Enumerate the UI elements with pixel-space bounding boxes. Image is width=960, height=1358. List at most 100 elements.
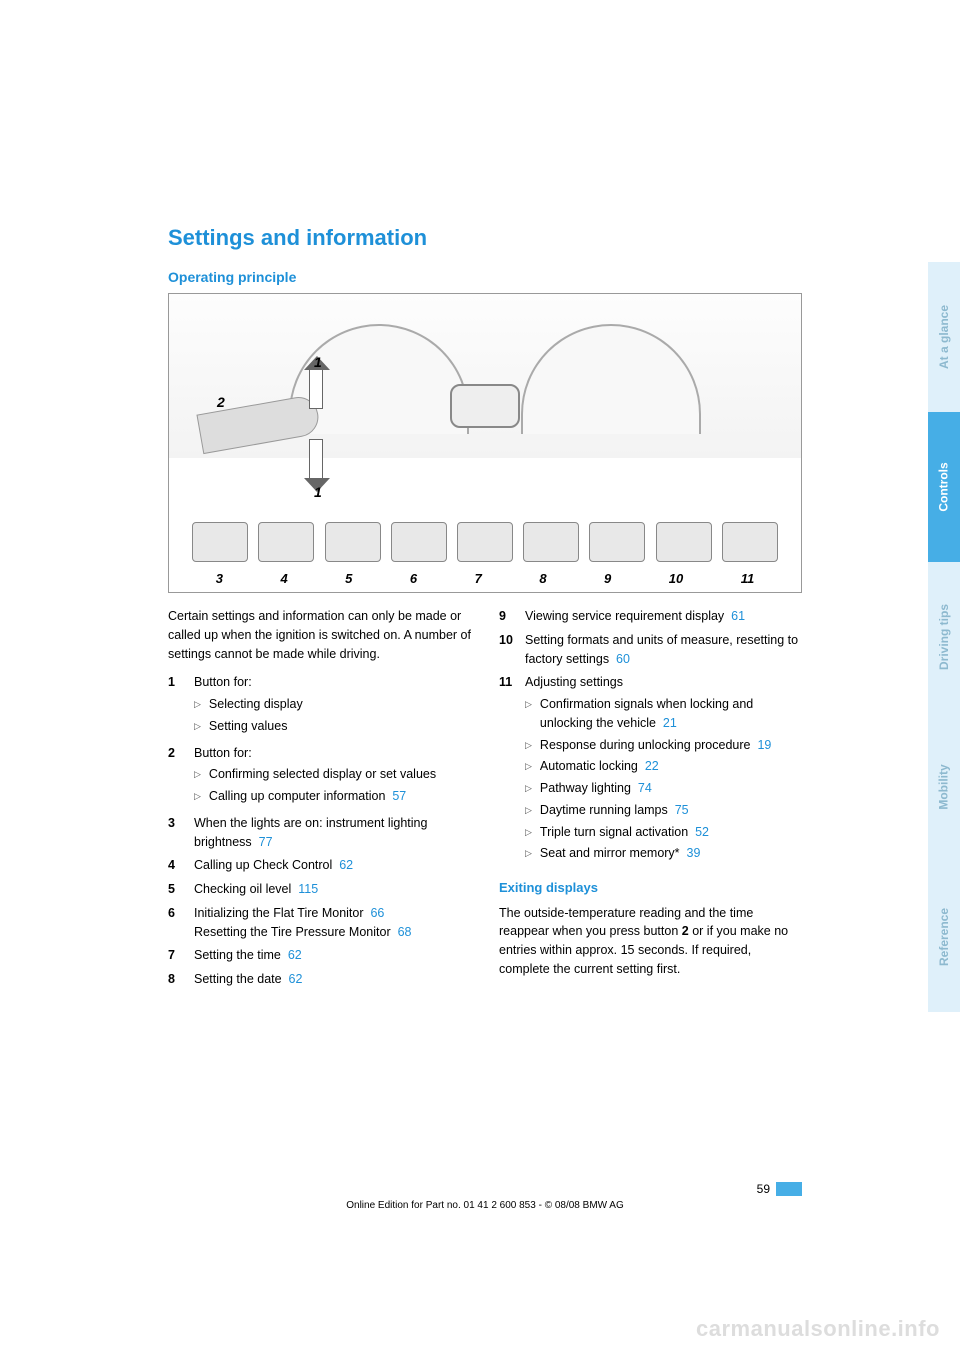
page-ref-link[interactable]: 77: [259, 835, 273, 849]
footer-line: Online Edition for Part no. 01 41 2 600 …: [168, 1200, 802, 1211]
left-column: Certain settings and information can onl…: [168, 607, 471, 994]
diagram-number: 4: [280, 571, 287, 586]
item-text: Button for: ▷Confirming selected display…: [194, 744, 471, 809]
triangle-bullet-icon: ▷: [525, 847, 532, 863]
content-columns: Certain settings and information can onl…: [168, 607, 802, 994]
page-ref-link[interactable]: 62: [288, 948, 302, 962]
page-ref-link[interactable]: 52: [695, 825, 709, 839]
list-item: 5 Checking oil level 115: [168, 880, 471, 899]
page-ref-link[interactable]: 68: [398, 925, 412, 939]
arrow-down-icon: [309, 439, 323, 479]
item-number: 9: [499, 607, 525, 626]
diagram-number: 7: [475, 571, 482, 586]
page-ref-link[interactable]: 39: [687, 846, 701, 860]
item-number: 10: [499, 631, 525, 669]
item-number: 5: [168, 880, 194, 899]
triangle-bullet-icon: ▷: [525, 804, 532, 820]
intro-paragraph: Certain settings and information can onl…: [168, 607, 471, 663]
page-ref-link[interactable]: 57: [392, 789, 406, 803]
triangle-bullet-icon: ▷: [194, 720, 201, 736]
list-item: 7 Setting the time 62: [168, 946, 471, 965]
right-column: 9 Viewing service requirement display 61…: [499, 607, 802, 994]
page-ref-link[interactable]: 115: [298, 882, 318, 896]
section-heading-operating-principle: Operating principle: [168, 269, 802, 285]
item-text: Setting the date 62: [194, 970, 471, 989]
item-number: 3: [168, 814, 194, 852]
page-ref-link[interactable]: 62: [339, 858, 353, 872]
item-number: 11: [499, 673, 525, 866]
sub-item: ▷Automatic locking 22: [525, 757, 802, 776]
sub-list: ▷Confirming selected display or set valu…: [194, 765, 471, 806]
list-item: 9 Viewing service requirement display 61: [499, 607, 802, 626]
page-ref-link[interactable]: 19: [757, 738, 771, 752]
list-item: 10 Setting formats and units of measure,…: [499, 631, 802, 669]
sub-item: ▷Calling up computer information 57: [194, 787, 471, 806]
list-item: 1 Button for: ▷Selecting display ▷Settin…: [168, 673, 471, 738]
exit-button-number: 2: [682, 924, 689, 938]
diagram-label-2: 2: [217, 394, 225, 410]
arrow-up-icon: [309, 369, 323, 409]
diagram-number: 10: [669, 571, 683, 586]
item-text: Adjusting settings ▷Confirmation signals…: [525, 673, 802, 866]
sub-list: ▷Selecting display ▷Setting values: [194, 695, 471, 736]
tab-reference[interactable]: Reference: [928, 862, 960, 1012]
diagram-number: 8: [539, 571, 546, 586]
diagram-icon: [192, 522, 248, 562]
item-number: 4: [168, 856, 194, 875]
sub-item: ▷Setting values: [194, 717, 471, 736]
sub-item: ▷Triple turn signal activation 52: [525, 823, 802, 842]
diagram-icon: [258, 522, 314, 562]
page-content: Settings and information Operating princ…: [168, 225, 802, 994]
tab-driving-tips[interactable]: Driving tips: [928, 562, 960, 712]
page-ref-link[interactable]: 74: [638, 781, 652, 795]
diagram-icon: [523, 522, 579, 562]
gauge-right: [521, 324, 701, 434]
triangle-bullet-icon: ▷: [194, 790, 201, 806]
numbered-list-right: 9 Viewing service requirement display 61…: [499, 607, 802, 866]
diagram-number: 9: [604, 571, 611, 586]
triangle-bullet-icon: ▷: [525, 782, 532, 798]
diagram-icon: [391, 522, 447, 562]
item-text: Checking oil level 115: [194, 880, 471, 899]
steering-stalk-icon: [196, 394, 321, 454]
page-title: Settings and information: [168, 225, 802, 251]
item-number: 7: [168, 946, 194, 965]
page-ref-link[interactable]: 61: [731, 609, 745, 623]
triangle-bullet-icon: ▷: [194, 768, 201, 784]
item-number: 6: [168, 904, 194, 942]
item-number: 8: [168, 970, 194, 989]
tab-controls[interactable]: Controls: [928, 412, 960, 562]
sub-item: ▷Daytime running lamps 75: [525, 801, 802, 820]
diagram-icon: [457, 522, 513, 562]
item-text: When the lights are on: instrument light…: [194, 814, 471, 852]
page-footer: 59 Online Edition for Part no. 01 41 2 6…: [168, 1180, 802, 1211]
sub-item: ▷Confirming selected display or set valu…: [194, 765, 471, 784]
tab-at-a-glance[interactable]: At a glance: [928, 262, 960, 412]
diagram-icon: [589, 522, 645, 562]
diagram-number: 11: [741, 571, 755, 586]
diagram-icon: [656, 522, 712, 562]
watermark: carmanualsonline.info: [696, 1316, 940, 1342]
numbered-list-left: 1 Button for: ▷Selecting display ▷Settin…: [168, 673, 471, 989]
item-text: Setting the time 62: [194, 946, 471, 965]
sub-item: ▷Seat and mirror memory* 39: [525, 844, 802, 863]
exit-paragraph: The outside-temperature reading and the …: [499, 904, 802, 979]
diagram-icon: [325, 522, 381, 562]
diagram-icon-row: [169, 522, 801, 562]
triangle-bullet-icon: ▷: [525, 739, 532, 755]
center-display-icon: [450, 384, 520, 428]
page-ref-link[interactable]: 62: [289, 972, 303, 986]
triangle-bullet-icon: ▷: [194, 698, 201, 714]
sub-item: ▷Pathway lighting 74: [525, 779, 802, 798]
item-text: Initializing the Flat Tire Monitor 66 Re…: [194, 904, 471, 942]
sub-item: ▷Confirmation signals when locking and u…: [525, 695, 802, 733]
page-ref-link[interactable]: 22: [645, 759, 659, 773]
page-ref-link[interactable]: 60: [616, 652, 630, 666]
page-ref-link[interactable]: 75: [675, 803, 689, 817]
page-ref-link[interactable]: 21: [663, 716, 677, 730]
sub-item: ▷Selecting display: [194, 695, 471, 714]
page-ref-link[interactable]: 66: [370, 906, 384, 920]
tab-mobility[interactable]: Mobility: [928, 712, 960, 862]
diagram-number: 5: [345, 571, 352, 586]
dashboard-diagram: 1 1 2 3 4 5 6 7 8 9 10 11: [168, 293, 802, 593]
